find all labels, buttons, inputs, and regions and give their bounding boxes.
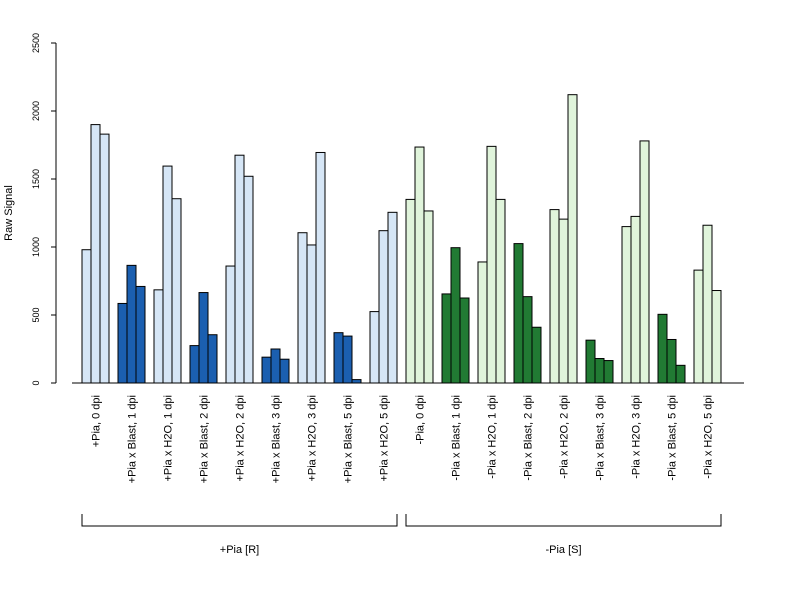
bar <box>450 247 461 384</box>
bar <box>423 210 434 384</box>
bar <box>243 175 254 384</box>
group-bracket <box>405 514 722 527</box>
bar <box>315 151 326 384</box>
bar <box>306 244 317 384</box>
bar <box>558 218 569 384</box>
category-label: +Pia x H2O, 1 dpi <box>163 395 175 482</box>
bar <box>567 94 578 384</box>
bar <box>594 358 605 384</box>
bar <box>414 146 425 384</box>
bar <box>342 335 353 384</box>
bar <box>90 124 101 384</box>
bar <box>531 326 542 384</box>
category-label: +Pia x Blast, 5 dpi <box>343 395 355 483</box>
group-label: -Pia [S] <box>545 544 581 556</box>
bar <box>675 364 686 384</box>
bar <box>630 215 641 384</box>
category-label: -Pia x H2O, 3 dpi <box>631 395 643 479</box>
category-label: +Pia x H2O, 3 dpi <box>307 395 319 482</box>
bars <box>81 94 722 384</box>
bar <box>135 285 146 384</box>
bar <box>234 154 245 384</box>
bar <box>189 345 200 384</box>
bar <box>441 293 452 384</box>
y-tick-label: 500 <box>31 307 41 322</box>
bar <box>333 332 344 384</box>
category-label: +Pia, 0 dpi <box>91 395 103 447</box>
group-brackets: +Pia [R] -Pia [S] <box>81 514 722 556</box>
bar <box>270 348 281 384</box>
category-labels: +Pia, 0 dpi +Pia x Blast, 1 dpi +Pia x H2O… <box>91 395 715 483</box>
category-label: -Pia x Blast, 5 dpi <box>667 395 679 481</box>
y-axis-label: Raw Signal <box>3 185 15 241</box>
y-tick-label: 1500 <box>31 169 41 189</box>
category-label: -Pia x Blast, 1 dpi <box>451 395 463 481</box>
category-label: -Pia, 0 dpi <box>415 395 427 445</box>
bar <box>207 334 218 384</box>
bar <box>459 297 470 384</box>
bar <box>702 224 713 384</box>
bar <box>279 358 290 384</box>
group-bracket <box>81 514 398 527</box>
bar <box>486 145 497 384</box>
bar <box>153 289 164 384</box>
category-label: -Pia x Blast, 2 dpi <box>523 395 535 481</box>
category-label: +Pia x Blast, 1 dpi <box>127 395 139 483</box>
bar <box>387 211 398 384</box>
bar <box>81 249 92 384</box>
bar <box>378 230 389 384</box>
y-tick-label: 0 <box>31 380 41 385</box>
bar <box>693 269 704 384</box>
category-label: +Pia x H2O, 2 dpi <box>235 395 247 482</box>
category-label: -Pia x H2O, 2 dpi <box>559 395 571 479</box>
bar <box>297 232 308 384</box>
category-label: -Pia x H2O, 1 dpi <box>487 395 499 479</box>
y-axis: 0 500 1000 1500 2000 2500 <box>31 33 57 386</box>
bar <box>639 140 650 384</box>
bar <box>369 311 380 384</box>
bar <box>585 339 596 384</box>
bar <box>621 226 632 384</box>
bar <box>225 265 236 384</box>
bar <box>549 209 560 384</box>
bar <box>711 290 722 384</box>
bar <box>477 261 488 384</box>
y-tick-label: 2000 <box>31 101 41 121</box>
bar <box>99 133 110 384</box>
bar <box>666 338 677 384</box>
bar <box>495 198 506 384</box>
bar <box>117 302 128 384</box>
bar <box>171 198 182 384</box>
bar <box>603 360 614 384</box>
bar <box>522 296 533 384</box>
y-tick-label: 2500 <box>31 33 41 53</box>
bar <box>261 356 272 384</box>
bar <box>513 243 524 384</box>
category-label: +Pia x H2O, 5 dpi <box>379 395 391 482</box>
bar <box>126 264 137 384</box>
category-label: +Pia x Blast, 2 dpi <box>199 395 211 483</box>
category-label: -Pia x H2O, 5 dpi <box>703 395 715 479</box>
bar <box>405 198 416 384</box>
bar <box>657 313 668 384</box>
y-tick-label: 1000 <box>31 237 41 257</box>
category-label: +Pia x Blast, 3 dpi <box>271 395 283 483</box>
bar <box>162 165 173 384</box>
bar <box>351 379 362 384</box>
group-label: +Pia [R] <box>220 544 259 556</box>
bar <box>198 292 209 384</box>
category-label: -Pia x Blast, 3 dpi <box>595 395 607 481</box>
